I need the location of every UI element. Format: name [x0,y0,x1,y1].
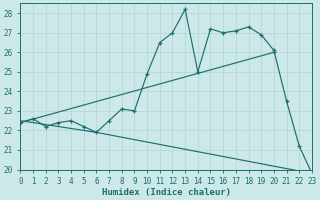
X-axis label: Humidex (Indice chaleur): Humidex (Indice chaleur) [102,188,231,197]
